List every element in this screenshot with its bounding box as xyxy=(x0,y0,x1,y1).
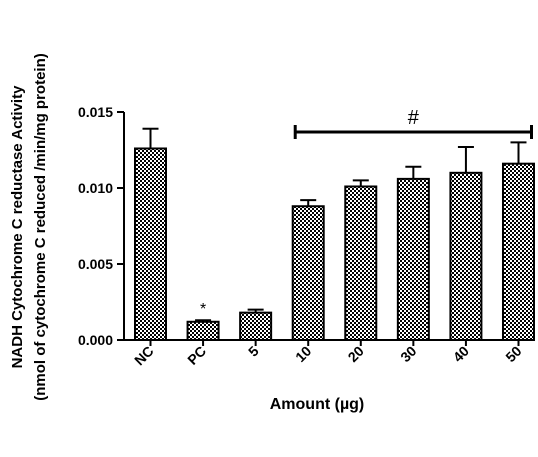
bar xyxy=(344,185,378,341)
y-axis: 0.000 0.005 0.010 0.015 xyxy=(78,104,125,348)
bar xyxy=(449,171,483,341)
significance-star: * xyxy=(200,301,206,318)
x-tick-label: 50 xyxy=(502,343,524,365)
x-tick-label: 40 xyxy=(450,343,472,365)
y-tick-label: 0.000 xyxy=(78,332,113,348)
error-bars-group xyxy=(142,127,527,322)
bar xyxy=(396,177,430,341)
bar xyxy=(186,320,220,342)
significance-hash: # xyxy=(408,107,420,129)
annotations-group: *# xyxy=(200,107,533,318)
bars-group xyxy=(134,147,535,342)
bar xyxy=(291,205,325,341)
y-axis-label-line2: (nmol of cytochrome C reduced /min/mg pr… xyxy=(32,53,49,401)
bar xyxy=(239,311,273,342)
x-axis: NC PC 5 10 20 30 40 50 xyxy=(124,339,525,369)
y-axis-label: NADH Cytochrome C reductase Activity (nm… xyxy=(9,53,49,401)
x-axis-label: Amount (µg) xyxy=(270,396,365,413)
y-tick-label: 0.015 xyxy=(78,104,113,120)
x-tick-label: 10 xyxy=(292,343,314,365)
x-tick-label: PC xyxy=(184,343,209,368)
y-tick-label: 0.005 xyxy=(78,256,113,272)
x-tick-label: 5 xyxy=(245,343,262,360)
y-axis-label-line1: NADH Cytochrome C reductase Activity xyxy=(9,85,26,369)
y-tick-label: 0.010 xyxy=(78,180,113,196)
x-tick-label: 20 xyxy=(345,343,367,365)
bar xyxy=(134,147,167,341)
x-tick-label: 30 xyxy=(397,343,419,365)
x-tick-label: NC xyxy=(131,343,157,369)
bar xyxy=(501,162,535,341)
